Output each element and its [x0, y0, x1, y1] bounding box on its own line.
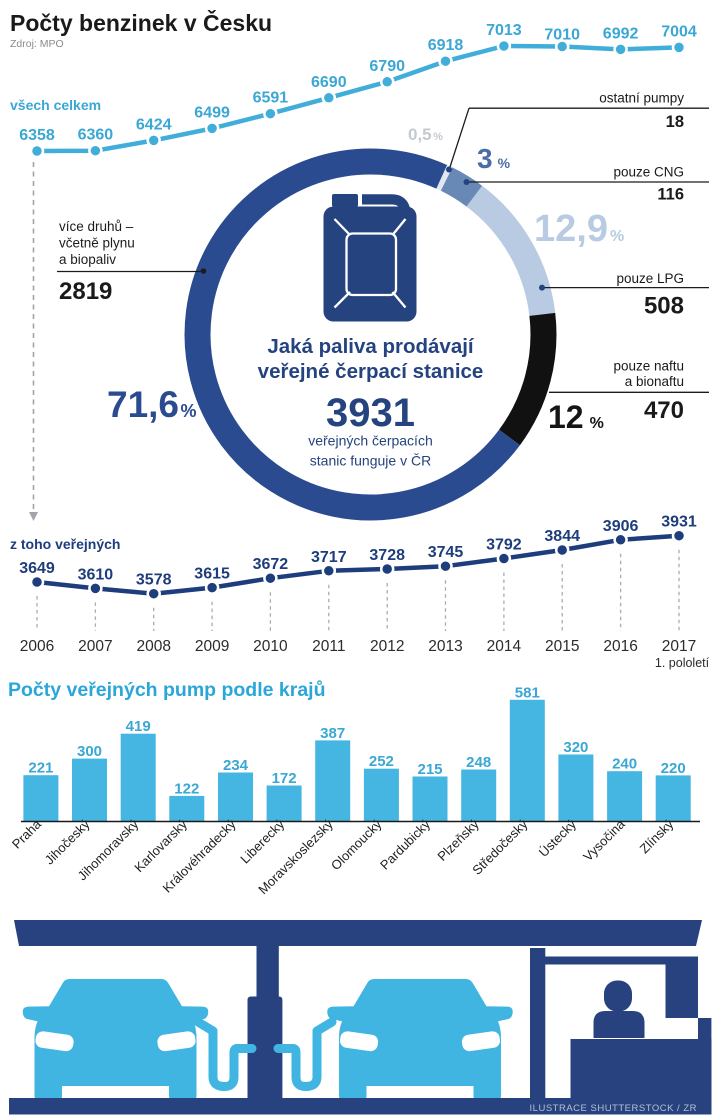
svg-text:2015: 2015 — [545, 638, 579, 655]
svg-text:Počty benzinek v Česku: Počty benzinek v Česku — [10, 9, 272, 36]
svg-text:3931: 3931 — [661, 514, 697, 531]
svg-text:6424: 6424 — [136, 116, 172, 133]
svg-text:300: 300 — [77, 743, 102, 760]
svg-text:419: 419 — [126, 718, 151, 735]
svg-text:1. pololetí: 1. pololetí — [655, 656, 710, 670]
svg-text:221: 221 — [28, 760, 53, 777]
svg-text:Jaká paliva prodávají: Jaká paliva prodávají — [267, 335, 475, 358]
svg-text:veřejné čerpací stanice: veřejné čerpací stanice — [258, 360, 484, 383]
svg-text:2009: 2009 — [195, 638, 229, 655]
svg-text:7004: 7004 — [661, 23, 697, 40]
svg-text:Vysočina: Vysočina — [580, 816, 628, 864]
svg-text:2014: 2014 — [487, 638, 522, 655]
svg-text:3931: 3931 — [326, 391, 415, 435]
svg-text:stanic funguje v ČR: stanic funguje v ČR — [310, 453, 431, 469]
svg-text:Olomoucký: Olomoucký — [328, 816, 385, 873]
svg-text:6591: 6591 — [253, 90, 289, 107]
svg-text:Jihočeský: Jihočeský — [42, 816, 93, 867]
svg-text:248: 248 — [466, 754, 491, 771]
svg-text:6690: 6690 — [311, 74, 347, 91]
svg-text:3844: 3844 — [544, 528, 580, 545]
svg-text:2012: 2012 — [370, 638, 404, 655]
svg-text:6918: 6918 — [428, 37, 464, 54]
svg-text:2819: 2819 — [59, 278, 112, 305]
svg-text:7010: 7010 — [544, 27, 580, 44]
svg-text:z toho veřejných: z toho veřejných — [10, 536, 120, 552]
svg-text:2006: 2006 — [20, 638, 54, 655]
svg-text:7013: 7013 — [486, 22, 522, 39]
svg-text:3672: 3672 — [253, 556, 289, 573]
svg-text:6358: 6358 — [19, 127, 55, 144]
svg-text:2007: 2007 — [78, 638, 112, 655]
svg-text:veřejných čerpacích: veřejných čerpacích — [308, 433, 433, 449]
svg-text:včetně plynu: včetně plynu — [59, 236, 135, 251]
svg-text:3649: 3649 — [19, 560, 55, 577]
svg-text:2008: 2008 — [136, 638, 170, 655]
svg-text:ostatní pumpy: ostatní pumpy — [599, 91, 684, 106]
svg-text:3717: 3717 — [311, 549, 347, 566]
svg-text:3792: 3792 — [486, 537, 522, 554]
svg-text:3745: 3745 — [428, 544, 464, 561]
svg-text:2016: 2016 — [603, 638, 637, 655]
svg-text:3610: 3610 — [78, 566, 114, 583]
svg-text:Pardubický: Pardubický — [377, 816, 433, 872]
svg-text:ILUSTRACE SHUTTERSTOCK / ZR: ILUSTRACE SHUTTERSTOCK / ZR — [530, 1103, 697, 1114]
svg-text:2013: 2013 — [428, 638, 462, 655]
svg-text:234: 234 — [223, 757, 249, 774]
svg-text:Ústecký: Ústecký — [536, 816, 580, 860]
svg-text:3615: 3615 — [194, 566, 230, 583]
svg-text:240: 240 — [612, 756, 637, 773]
svg-text:6992: 6992 — [603, 25, 639, 42]
svg-text:581: 581 — [515, 684, 540, 701]
svg-text:všech celkem: všech celkem — [10, 97, 101, 113]
svg-text:18: 18 — [666, 113, 684, 131]
svg-text:6499: 6499 — [194, 104, 230, 121]
svg-text:122: 122 — [174, 780, 199, 797]
svg-text:387: 387 — [320, 725, 345, 742]
svg-text:12,9%: 12,9% — [534, 208, 624, 250]
svg-text:Počty veřejných pump podle kra: Počty veřejných pump podle krajů — [8, 679, 326, 701]
svg-text:pouze CNG: pouze CNG — [613, 165, 684, 180]
svg-text:Plzeňský: Plzeňský — [434, 816, 482, 864]
svg-text:Liberecký: Liberecký — [237, 816, 287, 866]
svg-text:2017: 2017 — [662, 638, 696, 655]
svg-text:215: 215 — [417, 761, 442, 778]
svg-text:a bionaftu: a bionaftu — [625, 374, 684, 389]
svg-text:2010: 2010 — [253, 638, 288, 655]
svg-text:470: 470 — [644, 397, 684, 424]
svg-text:více druhů –: více druhů – — [59, 219, 134, 234]
svg-text:12%: 12% — [548, 399, 604, 435]
svg-text:3906: 3906 — [603, 518, 639, 535]
svg-text:6790: 6790 — [369, 58, 405, 75]
svg-text:0,5%: 0,5% — [408, 125, 443, 144]
svg-text:172: 172 — [272, 770, 297, 787]
svg-text:a biopaliv: a biopaliv — [59, 252, 116, 267]
svg-text:116: 116 — [657, 186, 684, 204]
svg-text:220: 220 — [661, 760, 686, 777]
svg-text:320: 320 — [563, 739, 588, 756]
svg-text:2011: 2011 — [312, 638, 345, 655]
svg-text:Zdroj: MPO: Zdroj: MPO — [10, 38, 64, 50]
svg-text:3%: 3% — [477, 143, 511, 174]
svg-text:pouze naftu: pouze naftu — [613, 359, 684, 374]
svg-text:71,6%: 71,6% — [107, 384, 197, 425]
svg-text:6360: 6360 — [78, 127, 114, 144]
svg-text:508: 508 — [644, 293, 684, 320]
svg-text:3728: 3728 — [369, 547, 405, 564]
svg-text:3578: 3578 — [136, 572, 172, 589]
svg-text:pouze LPG: pouze LPG — [616, 271, 684, 286]
svg-text:252: 252 — [369, 753, 394, 770]
